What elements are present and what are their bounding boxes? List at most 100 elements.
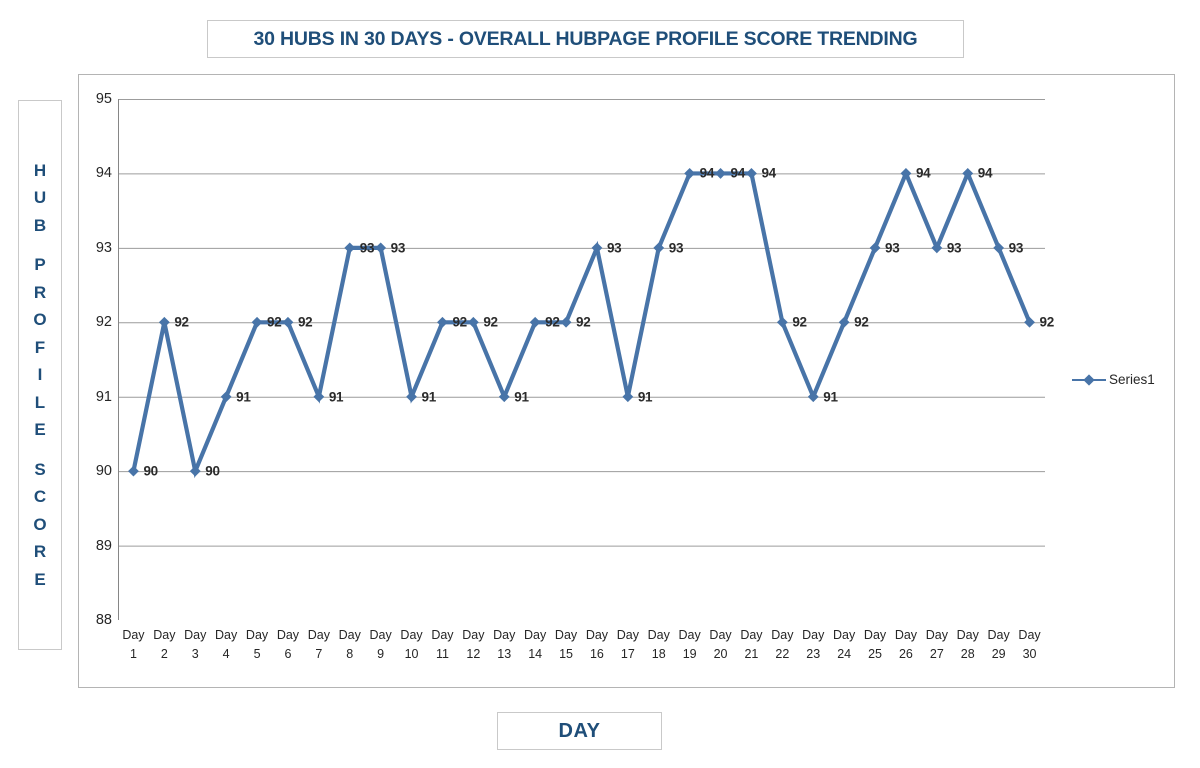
data-label-day-24: 92 xyxy=(854,314,869,330)
data-label-day-7: 91 xyxy=(328,389,344,405)
y-axis-title-letter: R xyxy=(33,542,47,562)
data-point-labels: 90 92 90 91 92 92 91 93 93 91 92 92 91 92 92 93 91 93 94 94… xyxy=(118,99,1054,620)
x-axis-tick-line: 28 xyxy=(960,647,975,662)
x-axis-tick-day-28: Day 28 xyxy=(948,626,988,665)
x-axis-tick-day-5: Day 5 xyxy=(237,626,277,665)
data-marker-16 xyxy=(591,242,603,254)
x-axis-tick-day-25: Day 25 xyxy=(855,626,895,665)
x-axis-tick-line: Day xyxy=(925,628,948,642)
x-axis-tick-day-15: Day 15 xyxy=(546,626,586,665)
data-label-day-26: 94 xyxy=(915,165,931,181)
x-axis-tick-line: 10 xyxy=(404,647,419,662)
x-axis-tick-line: 13 xyxy=(497,647,512,662)
x-axis-tick-line: Day xyxy=(462,628,485,642)
x-axis-tick-day-22: Day 22 xyxy=(762,626,802,665)
x-axis-tick-day-7: Day 7 xyxy=(299,626,339,665)
x-axis-tick-line: Day xyxy=(307,628,330,642)
data-marker-23 xyxy=(807,391,819,403)
y-axis-title-letter: C xyxy=(33,487,47,507)
data-marker-3 xyxy=(189,465,201,477)
x-axis-tick-line: Day xyxy=(369,628,392,642)
x-axis-tick-line: 14 xyxy=(528,647,543,662)
x-axis-tick-line: Day xyxy=(400,628,423,642)
x-axis-tick-day-29: Day 29 xyxy=(979,626,1019,665)
x-axis-tick-day-13: Day 13 xyxy=(484,626,524,665)
x-axis-tick-day-18: Day 18 xyxy=(639,626,679,665)
x-axis-tick-line: 6 xyxy=(284,647,292,662)
data-label-day-28: 94 xyxy=(977,165,993,181)
y-axis-title-letter: I xyxy=(37,365,43,385)
y-axis-tick-labels: 88 89 90 91 92 93 94 95 xyxy=(78,91,112,628)
x-axis-tick-line: 8 xyxy=(346,647,354,662)
x-axis-tick-line: 30 xyxy=(1022,647,1037,662)
data-label-day-12: 92 xyxy=(483,314,498,330)
data-label-day-5: 92 xyxy=(267,314,282,330)
data-marker-9 xyxy=(375,242,387,254)
data-marker-25 xyxy=(869,242,881,254)
data-label-day-17: 91 xyxy=(637,389,653,405)
x-axis-tick-line: 11 xyxy=(435,647,449,662)
data-marker-13 xyxy=(498,391,510,403)
data-label-day-22: 92 xyxy=(792,314,807,330)
data-label-day-11: 92 xyxy=(452,314,467,330)
x-axis-tick-line: Day xyxy=(740,628,763,642)
x-axis-tick-line: Day xyxy=(678,628,701,642)
data-label-day-9: 93 xyxy=(390,240,406,256)
y-axis-title-letter: O xyxy=(33,310,47,330)
data-marker-7 xyxy=(313,391,325,403)
x-axis-tick-line: 27 xyxy=(929,647,944,662)
x-axis-tick-line: 9 xyxy=(377,647,385,662)
x-axis-tick-day-17: Day 17 xyxy=(608,626,648,665)
x-axis-tick-day-14: Day 14 xyxy=(515,626,555,665)
x-axis-tick-line: 5 xyxy=(253,647,261,662)
data-label-day-16: 93 xyxy=(606,240,622,256)
y-axis-tick-93: 93 xyxy=(95,239,112,256)
y-axis-tick-90: 90 xyxy=(95,463,112,480)
legend-series-marker-icon xyxy=(1072,373,1106,386)
x-axis-tick-line: 26 xyxy=(898,647,913,662)
x-axis-tick-line: Day xyxy=(956,628,979,642)
x-axis-tick-day-24: Day 24 xyxy=(824,626,864,665)
data-label-day-13: 91 xyxy=(514,389,529,405)
data-label-day-8: 93 xyxy=(359,240,375,256)
legend-label-series1: Series1 xyxy=(1109,372,1155,387)
x-axis-tick-line: 16 xyxy=(589,647,604,662)
x-axis-tick-line: 17 xyxy=(620,647,635,662)
data-label-day-21: 94 xyxy=(761,165,776,181)
x-axis-tick-line: 24 xyxy=(837,647,852,662)
x-axis-tick-line: 23 xyxy=(806,647,821,662)
x-axis-tick-line: Day xyxy=(554,628,578,642)
y-axis-tick-94: 94 xyxy=(95,165,112,182)
x-axis-tick-day-12: Day 12 xyxy=(453,626,493,665)
data-label-day-3: 90 xyxy=(205,463,220,479)
x-axis-tick-day-27: Day 27 xyxy=(917,626,957,665)
x-axis-title: DAY xyxy=(497,712,662,750)
data-marker-18 xyxy=(653,242,665,254)
data-marker-15 xyxy=(560,316,572,328)
x-axis-tick-line: 22 xyxy=(775,647,790,662)
data-marker-5 xyxy=(251,316,263,328)
chart-title: 30 HUBS IN 30 DAYS - OVERALL HUBPAGE PRO… xyxy=(207,20,964,58)
data-marker-27 xyxy=(931,242,943,254)
x-axis-tick-line: Day xyxy=(771,628,794,642)
x-axis-tick-line: 20 xyxy=(713,647,728,662)
x-axis-tick-day-11: Day 11 xyxy=(422,626,462,665)
x-axis-tick-day-2: Day 2 xyxy=(144,626,184,665)
y-axis-tick-95: 95 xyxy=(95,91,112,107)
x-axis-tick-day-6: Day 6 xyxy=(268,626,308,665)
data-label-day-10: 91 xyxy=(421,389,437,405)
x-axis-tick-line: 4 xyxy=(222,647,230,662)
x-axis-tick-line: Day xyxy=(215,628,238,642)
data-marker-14 xyxy=(529,316,541,328)
y-axis-title-letter: P xyxy=(34,255,46,275)
data-marker-22 xyxy=(776,316,788,328)
data-marker-17 xyxy=(622,391,634,403)
x-axis-tick-line: Day xyxy=(153,628,176,642)
data-marker-20 xyxy=(715,168,726,179)
y-axis-title-letter: U xyxy=(33,188,47,208)
data-label-day-19: 94 xyxy=(699,165,715,181)
y-axis-tick-89: 89 xyxy=(95,537,112,554)
x-axis-tick-day-1: Day 1 xyxy=(113,626,153,665)
y-axis-title-letter: S xyxy=(34,459,46,479)
data-label-day-6: 92 xyxy=(297,314,313,330)
